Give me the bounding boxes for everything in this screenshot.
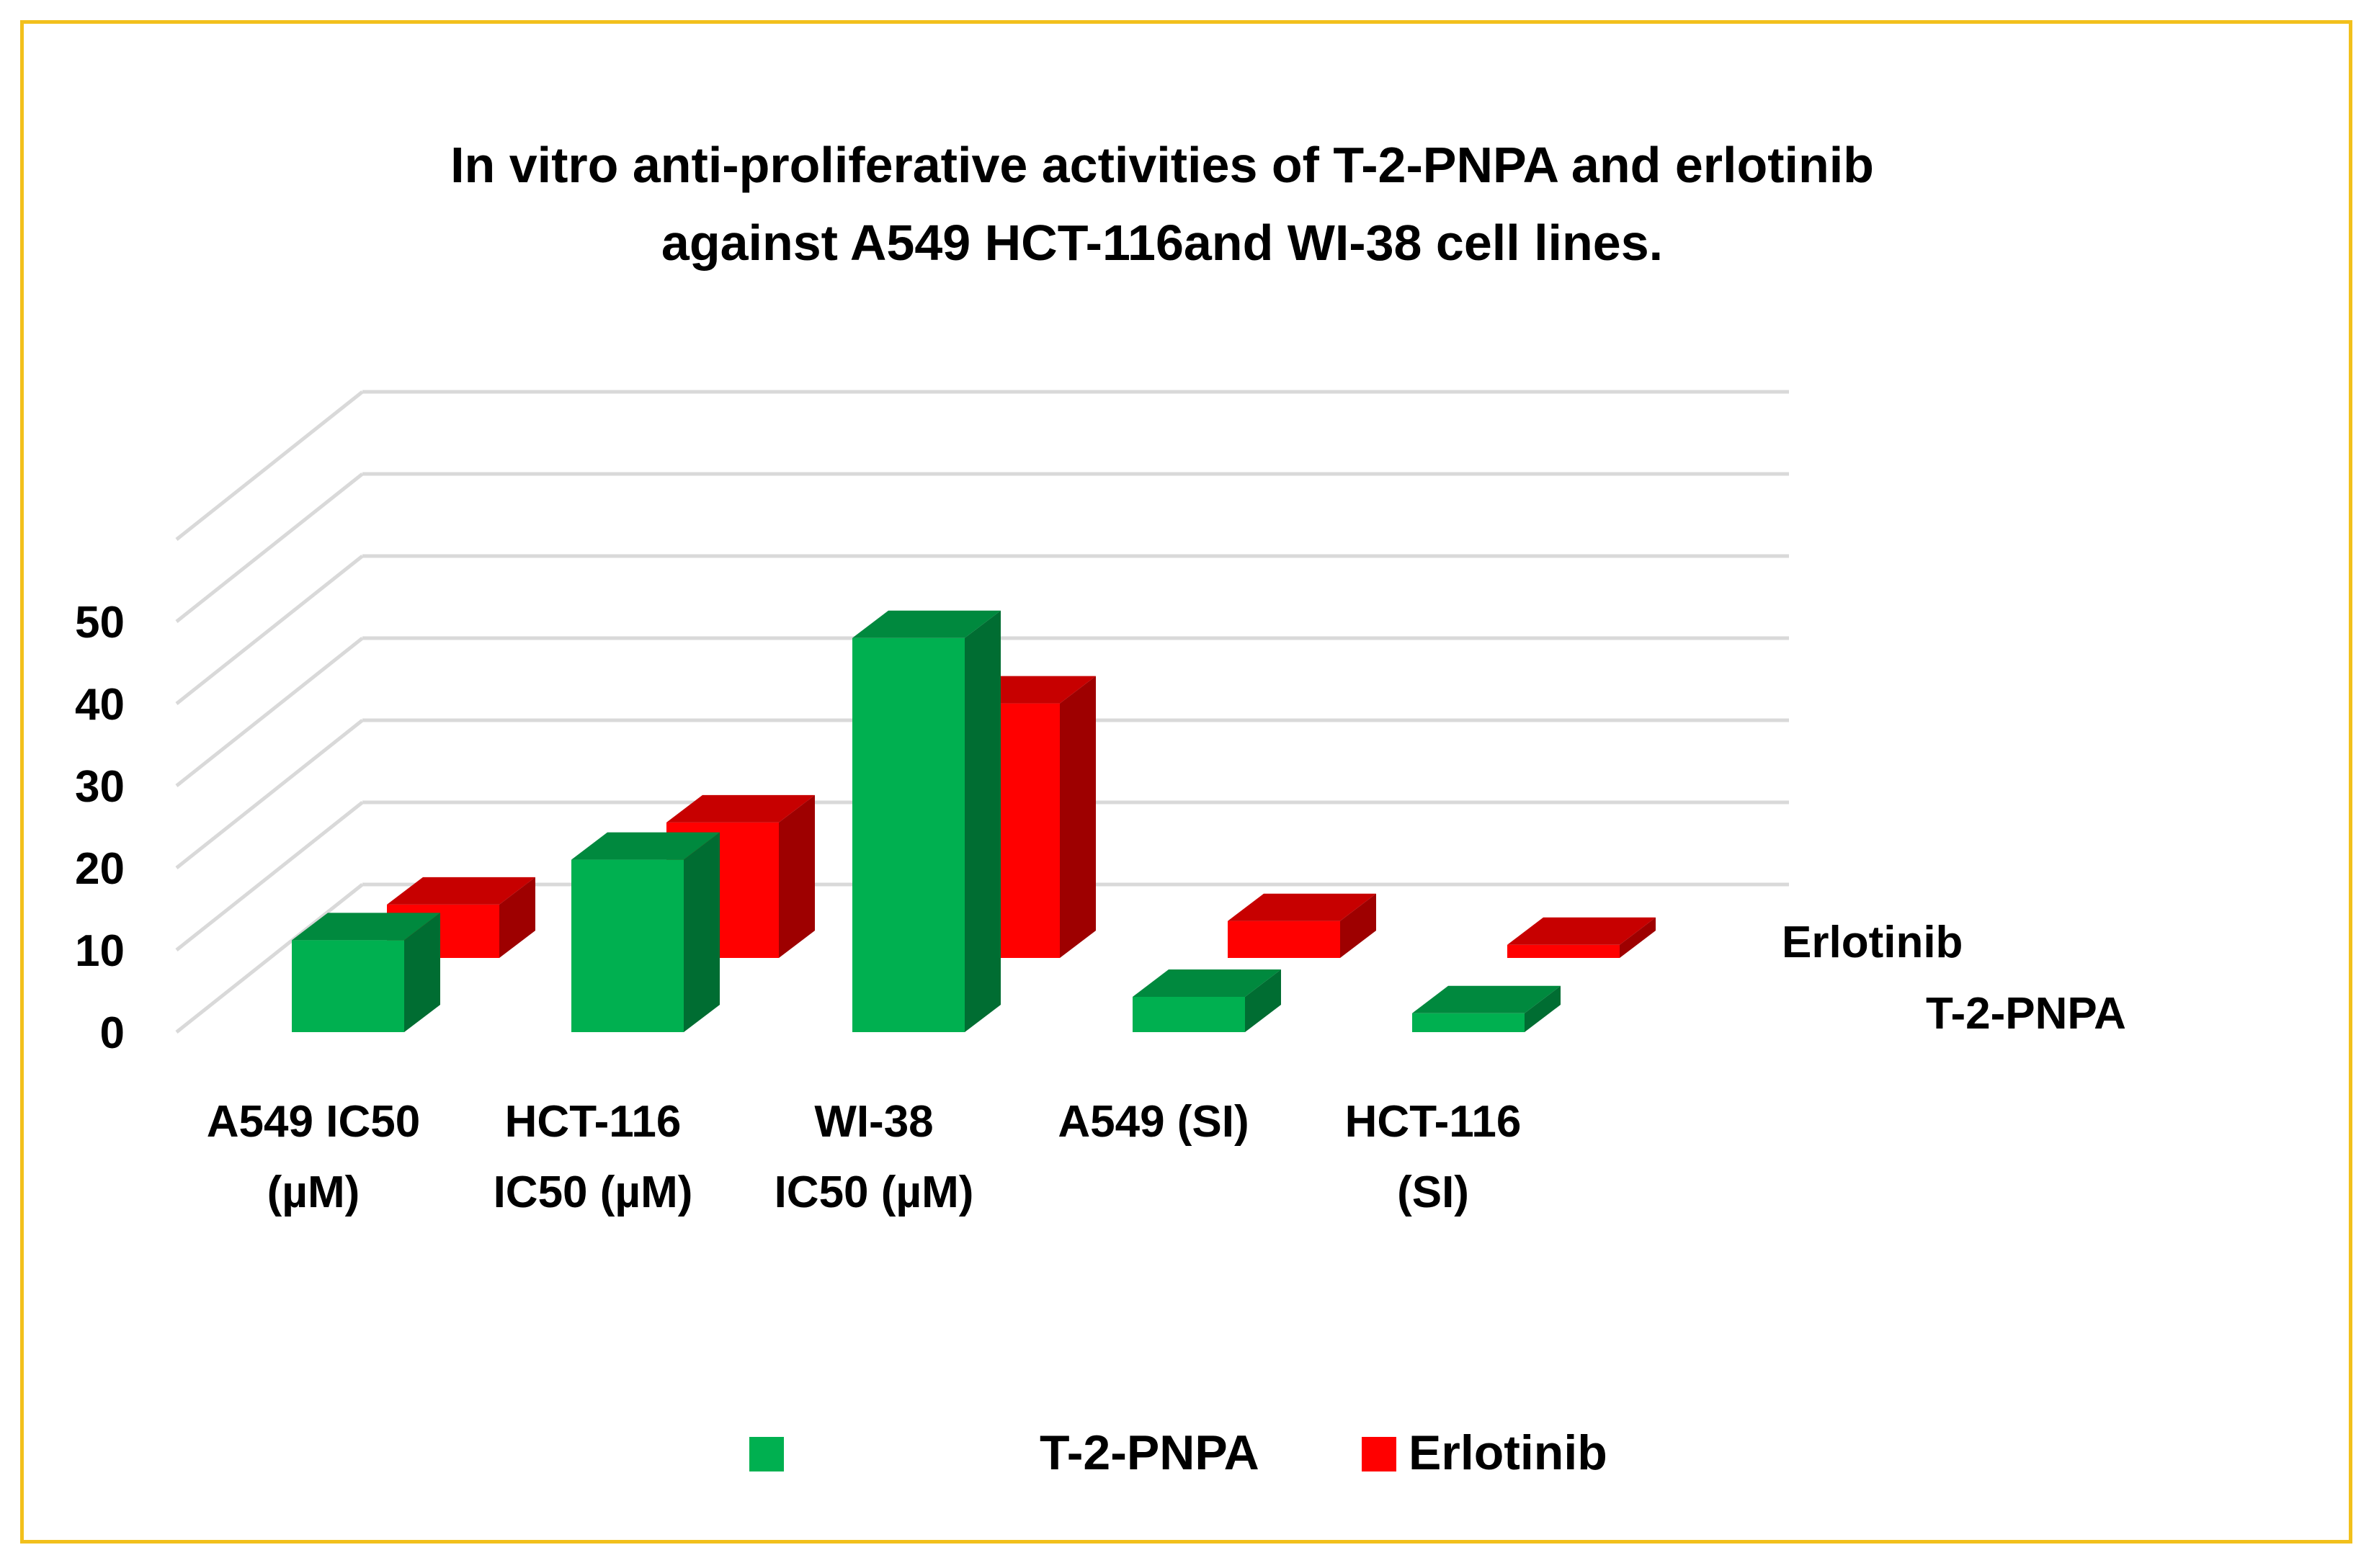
x-tick-label: IC50 (µM) <box>494 1168 693 1217</box>
legend-swatch <box>749 1437 784 1471</box>
gridline <box>175 883 364 1034</box>
y-tick-label: 20 <box>75 844 125 894</box>
gridline <box>175 390 364 541</box>
x-tick-label: IC50 (µM) <box>775 1168 974 1217</box>
legend-label: Erlotinib <box>1409 1425 1607 1480</box>
bar-top-face <box>387 877 535 905</box>
bar-top-face <box>1507 917 1656 945</box>
bar <box>292 913 440 1032</box>
bar-front-face <box>292 940 404 1032</box>
x-tick-label: (SI) <box>1397 1168 1469 1217</box>
bar-top-face <box>1228 893 1376 921</box>
y-tick-label: 40 <box>75 680 125 730</box>
y-tick-label: 0 <box>100 1008 125 1058</box>
bar-side-face <box>404 913 440 1032</box>
bar-side-face <box>1340 893 1376 958</box>
bar-front-face <box>1507 944 1620 958</box>
gridline <box>175 637 364 787</box>
gridline <box>175 472 364 623</box>
y-axis-ticks: 0 10 20 30 40 50 <box>75 598 125 1058</box>
bar <box>571 832 720 1032</box>
bar <box>1228 893 1376 958</box>
legend-label: T-2-PNPA <box>1040 1425 1259 1480</box>
bar-side-face <box>1245 969 1281 1032</box>
y-tick-label: 30 <box>75 762 125 812</box>
x-tick-label: (µM) <box>267 1168 360 1217</box>
bar-top-face <box>571 832 720 860</box>
legend-swatch <box>1362 1437 1396 1471</box>
bar <box>1133 969 1281 1032</box>
bar-front-face <box>1133 996 1245 1032</box>
legend: T-2-PNPA Erlotinib <box>749 1425 1607 1480</box>
bar <box>1412 985 1561 1032</box>
chart-svg: In vitro anti-proliferative activities o… <box>75 137 2126 1480</box>
y-tick-label: 10 <box>75 926 125 976</box>
bar-side-face <box>684 832 720 1032</box>
bar-side-face <box>965 610 1001 1032</box>
bar-front-face <box>852 637 965 1032</box>
x-tick-label: HCT-116 <box>505 1097 682 1147</box>
title-line: In vitro anti-proliferative activities o… <box>450 137 1874 193</box>
bar-top-face <box>852 610 1001 638</box>
bars <box>292 610 1656 1032</box>
bar-side-face <box>1525 985 1561 1032</box>
chart-title: In vitro anti-proliferative activities o… <box>450 137 1874 271</box>
x-tick-label: WI-38 <box>814 1097 933 1147</box>
bar-top-face <box>1412 985 1561 1013</box>
bar-top-face <box>292 913 440 941</box>
bar-front-face <box>571 859 684 1032</box>
gridline <box>175 719 364 869</box>
x-tick-label: A549 (SI) <box>1058 1097 1249 1147</box>
title-line: against A549 HCT-116and WI-38 cell lines… <box>661 215 1663 271</box>
bar-side-face <box>779 794 815 958</box>
y-tick-label: 50 <box>75 598 125 648</box>
chart-frame: In vitro anti-proliferative activities o… <box>20 20 2352 1544</box>
bar-side-face <box>499 877 535 958</box>
bar-top-face <box>666 794 815 823</box>
bar-front-face <box>1228 920 1340 958</box>
x-axis-labels: A549 IC50 (µM) HCT-116 IC50 (µM) WI-38 IC50 (… <box>207 1097 1522 1217</box>
gridline <box>175 555 364 705</box>
bar-front-face <box>1412 1013 1525 1032</box>
bar-side-face <box>1060 676 1096 958</box>
x-tick-label: A549 IC50 <box>207 1097 420 1147</box>
depth-label-t2pnpa: T-2-PNPA <box>1926 989 2126 1039</box>
depth-axis-labels: Erlotinib T-2-PNPA <box>1782 918 2126 1039</box>
x-tick-label: HCT-116 <box>1345 1097 1522 1147</box>
bar-side-face <box>1620 917 1656 958</box>
bar <box>852 610 1001 1032</box>
bar <box>1507 917 1656 958</box>
bar-top-face <box>1133 969 1281 997</box>
depth-label-erlotinib: Erlotinib <box>1782 918 1963 967</box>
gridline <box>175 801 364 951</box>
